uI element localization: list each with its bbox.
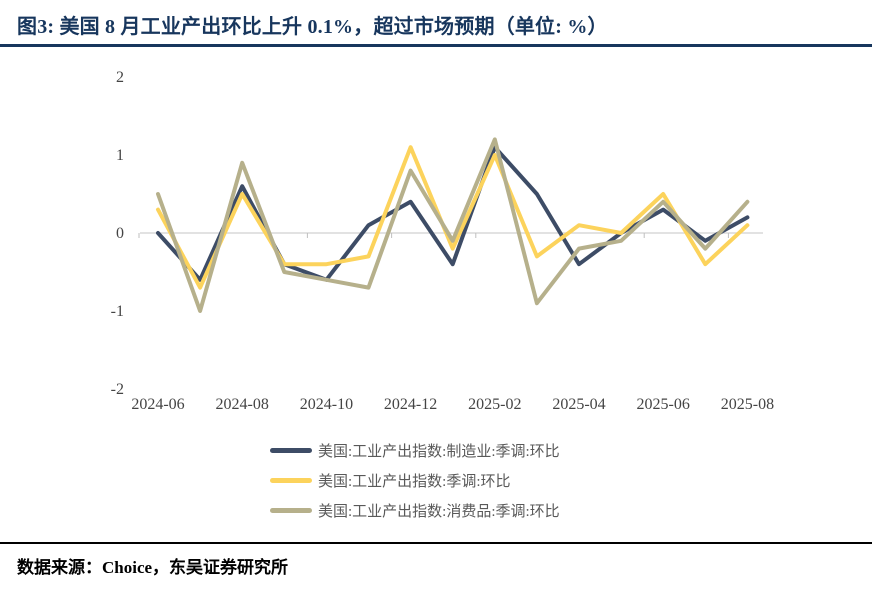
x-axis-label: 2024-10	[300, 396, 353, 413]
series-line-2	[156, 137, 750, 313]
data-source: 数据来源：Choice，东吴证券研究所	[17, 558, 289, 577]
legend-swatch-manufacturing	[270, 447, 312, 453]
x-axis-label: 2025-08	[721, 396, 774, 413]
series-line-1	[156, 145, 750, 290]
y-axis-label: 0	[116, 225, 124, 242]
x-axis-label: 2024-12	[384, 396, 437, 413]
x-axis-label: 2025-06	[637, 396, 690, 413]
series-line-0	[156, 145, 750, 282]
chart-legend: 美国:工业产出指数:制造业:季调:环比 美国:工业产出指数:季调:环比 美国:工…	[270, 435, 560, 525]
x-axis-label: 2025-02	[468, 396, 521, 413]
x-axis-label: 2025-04	[552, 396, 605, 413]
x-axis-label: 2024-08	[216, 396, 269, 413]
legend-item-consumer-goods: 美国:工业产出指数:消费品:季调:环比	[270, 495, 560, 525]
title-divider	[0, 44, 872, 47]
legend-swatch-total	[270, 477, 312, 483]
legend-item-total: 美国:工业产出指数:季调:环比	[270, 465, 560, 495]
figure-title: 图3: 美国 8 月工业产出环比上升 0.1%，超过市场预期（单位: %）	[17, 16, 608, 38]
legend-label-manufacturing: 美国:工业产出指数:制造业:季调:环比	[318, 443, 560, 460]
legend-swatch-consumer-goods	[270, 507, 312, 513]
y-axis-label: 1	[116, 147, 124, 164]
legend-item-manufacturing: 美国:工业产出指数:制造业:季调:环比	[270, 435, 560, 465]
x-axis-label: 2024-06	[131, 396, 184, 413]
legend-label-total: 美国:工业产出指数:季调:环比	[318, 473, 511, 490]
y-axis-label: -2	[111, 381, 124, 398]
y-axis-label: -1	[111, 303, 124, 320]
footer-divider	[0, 542, 872, 544]
legend-label-consumer-goods: 美国:工业产出指数:消费品:季调:环比	[318, 503, 560, 520]
y-axis-label: 2	[116, 69, 124, 86]
